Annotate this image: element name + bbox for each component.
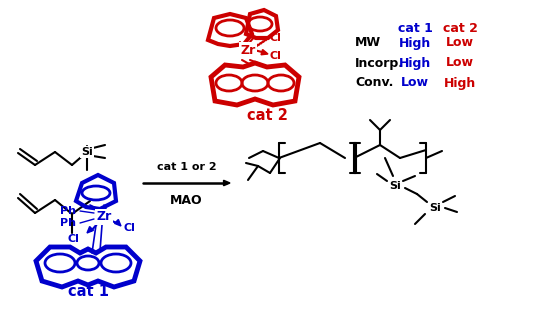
Text: Low: Low [446,57,474,69]
Text: Ph: Ph [60,206,76,216]
Polygon shape [261,49,268,55]
Text: Zr: Zr [240,44,256,57]
Text: Zr: Zr [96,211,112,223]
Text: MW: MW [355,37,381,49]
Text: Cl: Cl [270,51,282,61]
Text: cat 1: cat 1 [68,284,108,299]
Text: Incorp.: Incorp. [355,57,404,69]
Text: cat 2: cat 2 [246,107,288,122]
Text: Low: Low [446,37,474,49]
Text: cat 1 or 2: cat 1 or 2 [157,162,216,172]
Text: cat 2: cat 2 [443,23,477,35]
Text: High: High [444,76,476,90]
Text: Conv.: Conv. [355,76,393,90]
Text: High: High [399,37,431,49]
Text: Cl: Cl [270,33,282,43]
Text: High: High [399,57,431,69]
Text: Si: Si [81,147,93,157]
Text: Cl: Cl [67,234,79,244]
Polygon shape [223,180,230,186]
Polygon shape [114,219,121,226]
Text: MAO: MAO [170,194,203,207]
Text: cat 1: cat 1 [398,23,432,35]
Polygon shape [87,227,94,233]
Text: Ph: Ph [60,218,76,228]
Text: Cl: Cl [123,223,135,233]
Text: Low: Low [401,76,429,90]
Text: Si: Si [389,181,401,191]
Text: Si: Si [429,203,441,213]
